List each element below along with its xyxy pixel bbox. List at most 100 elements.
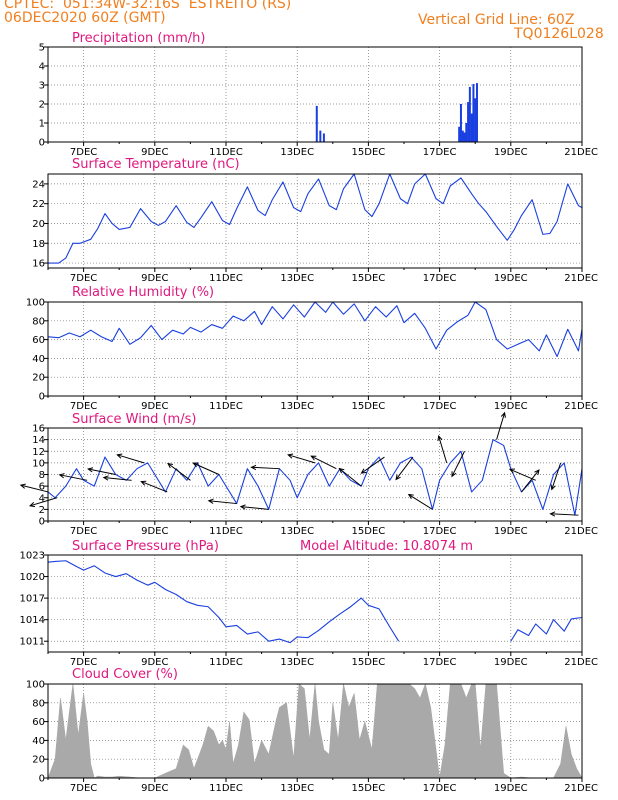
temperature-ytick-label: 22 <box>32 199 45 210</box>
cloud-ytick-label: 0 <box>39 774 45 785</box>
wind-vector <box>509 468 536 481</box>
cloud-xtick-label: 19DEC <box>494 783 528 794</box>
precipitation-ytick-label: 5 <box>39 43 45 54</box>
wind-xtick-label: 11DEC <box>209 526 243 537</box>
wind-vector <box>521 469 540 493</box>
cloud-xtick-label: 9DEC <box>141 783 168 794</box>
pressure-line <box>47 560 400 644</box>
wind-xtick-label: 9DEC <box>141 526 168 537</box>
precipitation-bar <box>475 83 478 142</box>
precipitation-bar <box>465 123 468 142</box>
wind-vector <box>208 500 237 505</box>
humidity-ytick-label: 100 <box>26 298 45 309</box>
cloud-xtick-label: 17DEC <box>423 783 457 794</box>
humidity-xtick-label: 13DEC <box>280 401 314 412</box>
header-grid-line: Vertical Grid Line: 60Z <box>418 12 575 28</box>
precipitation-bar <box>470 113 473 142</box>
pressure-ytick-label: 1014 <box>20 615 45 626</box>
wind-vector <box>251 466 280 470</box>
temperature-xtick-label: 21DEC <box>564 273 598 284</box>
wind-ytick-label: 12 <box>32 447 45 458</box>
humidity-xtick-label: 21DEC <box>564 401 598 412</box>
precipitation-bar <box>459 104 462 142</box>
pressure-line <box>510 616 583 642</box>
precipitation-bar <box>461 130 464 142</box>
temperature-xtick-label: 19DEC <box>494 273 528 284</box>
pressure-xtick-label: 7DEC <box>70 657 97 668</box>
wind-vector <box>451 451 465 477</box>
cloud-area <box>47 682 583 779</box>
temperature-frame <box>47 173 583 269</box>
precipitation-xtick-label: 21DEC <box>564 147 598 158</box>
wind-vector <box>193 462 220 475</box>
precipitation-ytick-label: 1 <box>39 119 45 130</box>
cloud-title: Cloud Cover (%) <box>72 667 178 682</box>
precipitation-xtick-label: 15DEC <box>352 147 386 158</box>
wind-vector-head <box>116 453 123 459</box>
cloud-xtick-label: 7DEC <box>70 783 97 794</box>
wind-ytick-label: 8 <box>39 470 45 481</box>
pressure-title: Surface Pressure (hPa) <box>72 539 219 554</box>
temperature-xtick-label: 9DEC <box>141 273 168 284</box>
wind-vector-head <box>19 483 26 489</box>
precipitation-frame <box>47 46 583 143</box>
temperature-ytick-label: 16 <box>32 259 45 270</box>
wind-vector-head <box>140 480 147 486</box>
pressure-ytick-label: 1020 <box>20 572 45 583</box>
temperature-xtick-label: 17DEC <box>423 273 457 284</box>
pressure-ytick-label: 1023 <box>20 551 45 562</box>
precipitation-xtick-label: 11DEC <box>209 147 243 158</box>
temperature-title: Surface Temperature (nC) <box>72 157 240 172</box>
precipitation-xtick-label: 9DEC <box>141 147 168 158</box>
wind-ytick-label: 6 <box>39 482 45 493</box>
precipitation-bar <box>319 130 322 142</box>
humidity-title: Relative Humidity (%) <box>72 285 214 300</box>
wind-vector-head <box>338 467 345 474</box>
temperature-ytick-label: 20 <box>32 219 45 230</box>
precipitation-xtick-label: 17DEC <box>423 147 457 158</box>
wind-vector <box>438 435 448 464</box>
wind-vector-head <box>58 473 65 479</box>
precipitation-bar <box>472 84 475 142</box>
precipitation-xtick-label: 13DEC <box>280 147 314 158</box>
pressure-xtick-label: 15DEC <box>352 657 386 668</box>
wind-vector <box>20 484 49 493</box>
wind-vector <box>88 468 116 475</box>
temperature-xtick-label: 7DEC <box>70 273 97 284</box>
wind-xtick-label: 21DEC <box>564 526 598 537</box>
temperature-xtick-label: 11DEC <box>209 273 243 284</box>
wind-vector-head <box>451 471 457 478</box>
cloud-frame <box>47 683 583 779</box>
wind-vector <box>311 455 337 470</box>
humidity-xtick-label: 7DEC <box>70 401 97 412</box>
precipitation-ytick-label: 2 <box>39 100 45 111</box>
cloud-ytick-label: 80 <box>32 698 45 709</box>
wind-vector <box>59 474 88 481</box>
wind-vector-head <box>250 464 257 471</box>
cloud-ytick-label: 60 <box>32 717 45 728</box>
wind-xtick-label: 13DEC <box>280 526 314 537</box>
wind-vector <box>29 497 58 507</box>
humidity-xtick-label: 17DEC <box>423 401 457 412</box>
pressure-xtick-label: 21DEC <box>564 657 598 668</box>
wind-title: Surface Wind (m/s) <box>72 412 196 427</box>
wind-vector-head <box>167 462 174 469</box>
pressure-subtitle: Model Altitude: 10.8074 m <box>300 539 473 554</box>
wind-ytick-label: 0 <box>39 517 45 528</box>
wind-vector-head <box>534 469 540 476</box>
wind-vector-head <box>549 511 556 517</box>
wind-vector <box>408 494 433 510</box>
wind-vector-head <box>207 498 214 504</box>
wind-vector <box>361 456 385 474</box>
precipitation-ytick-label: 4 <box>39 62 45 73</box>
humidity-xtick-label: 15DEC <box>352 401 386 412</box>
wind-vector <box>240 506 269 510</box>
precipitation-title: Precipitation (mm/h) <box>72 31 205 46</box>
pressure-xtick-label: 13DEC <box>280 657 314 668</box>
humidity-xtick-label: 11DEC <box>209 401 243 412</box>
precipitation-bar <box>474 98 477 142</box>
humidity-line <box>47 301 583 358</box>
wind-vector-head <box>550 484 556 491</box>
header-code: TQ0126L028 <box>514 26 604 42</box>
wind-vector-head <box>437 434 443 442</box>
